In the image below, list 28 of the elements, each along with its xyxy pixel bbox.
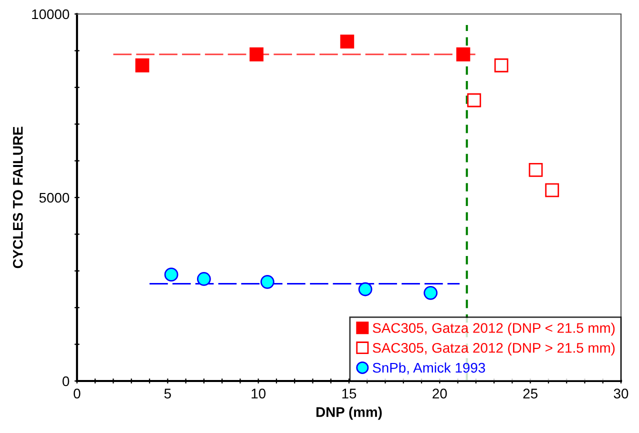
x-tick-label: 25 bbox=[523, 388, 538, 398]
x-tick-label: 15 bbox=[342, 388, 356, 398]
point bbox=[164, 268, 178, 282]
point bbox=[467, 93, 482, 108]
legend-label: SAC305, Gatza 2012 (DNP < 21.5 mm) bbox=[372, 322, 615, 336]
legend-label: SAC305, Gatza 2012 (DNP > 21.5 mm) bbox=[372, 342, 615, 356]
y-tick-label: 5000 bbox=[39, 192, 70, 203]
point bbox=[456, 47, 470, 62]
point bbox=[135, 58, 150, 72]
point bbox=[358, 282, 372, 296]
x-axis-title: DNP (mm) bbox=[316, 406, 382, 420]
point bbox=[340, 34, 354, 48]
y-tick-label: 0 bbox=[62, 376, 70, 386]
x-tick-label: 0 bbox=[74, 388, 80, 398]
point bbox=[196, 272, 211, 286]
point bbox=[528, 163, 543, 177]
x-tick-label: 10 bbox=[252, 388, 266, 398]
x-tick-label: 5 bbox=[164, 388, 171, 398]
point bbox=[424, 286, 438, 300]
legend-label: SnPb, Amick 1993 bbox=[372, 362, 486, 374]
point bbox=[545, 183, 560, 198]
point bbox=[260, 274, 274, 289]
x-tick-label: 20 bbox=[432, 388, 447, 398]
y-tick-label: 10000 bbox=[32, 9, 70, 20]
x-tick-label: 30 bbox=[614, 388, 628, 398]
y-axis-title: CYCLES TO FAILURE bbox=[12, 126, 23, 268]
point bbox=[250, 47, 264, 62]
point bbox=[494, 58, 508, 72]
